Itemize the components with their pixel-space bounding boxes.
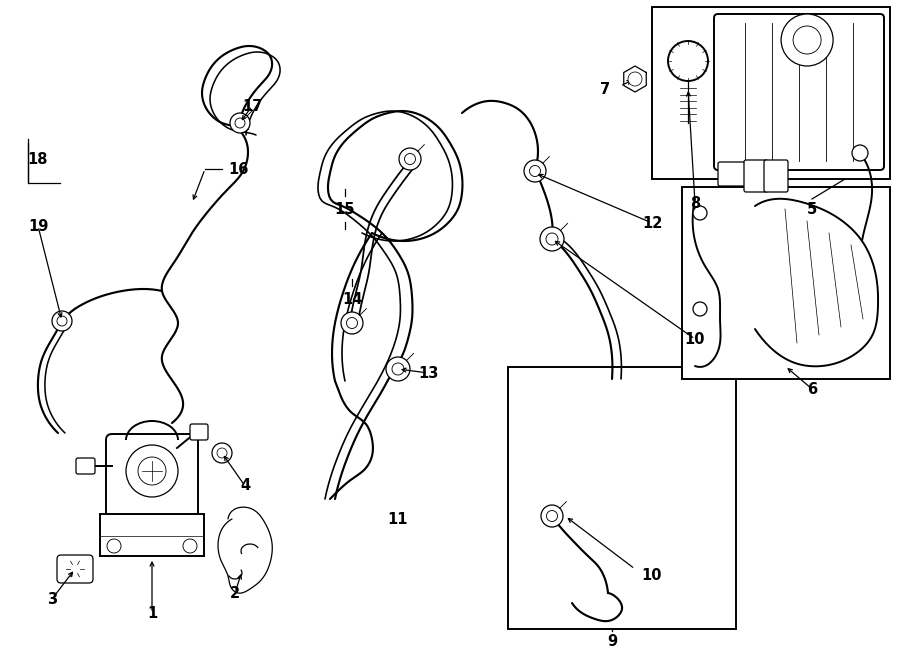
Circle shape [183, 539, 197, 553]
Circle shape [668, 41, 708, 81]
FancyBboxPatch shape [190, 424, 208, 440]
Circle shape [693, 206, 707, 220]
FancyBboxPatch shape [106, 434, 198, 524]
Bar [682, 187, 890, 379]
Text: 2: 2 [230, 586, 240, 600]
Circle shape [529, 165, 541, 176]
Circle shape [628, 72, 642, 86]
Text: 4: 4 [240, 479, 250, 494]
Text: 1: 1 [147, 605, 158, 621]
Text: 14: 14 [342, 292, 362, 307]
Text: 8: 8 [690, 196, 700, 210]
Circle shape [399, 148, 421, 170]
Text: 10: 10 [685, 332, 706, 346]
Circle shape [793, 26, 821, 54]
Circle shape [235, 118, 245, 128]
Circle shape [107, 539, 121, 553]
Text: 12: 12 [642, 215, 662, 231]
Circle shape [386, 357, 410, 381]
FancyBboxPatch shape [76, 458, 95, 474]
Circle shape [52, 311, 72, 331]
Circle shape [230, 113, 250, 133]
Circle shape [126, 445, 178, 497]
Circle shape [546, 510, 557, 522]
Circle shape [524, 160, 546, 182]
Circle shape [346, 317, 357, 329]
FancyBboxPatch shape [714, 14, 884, 170]
Text: 7: 7 [600, 81, 610, 97]
Text: 5: 5 [807, 202, 817, 217]
Bar [652, 7, 890, 179]
Circle shape [138, 457, 166, 485]
Bar [508, 367, 736, 629]
Text: 16: 16 [228, 161, 248, 176]
Bar [100, 514, 204, 556]
Circle shape [212, 443, 232, 463]
FancyBboxPatch shape [57, 555, 93, 583]
Circle shape [852, 145, 868, 161]
Text: 10: 10 [642, 568, 662, 584]
Circle shape [540, 227, 564, 251]
Text: 18: 18 [28, 151, 49, 167]
Circle shape [404, 153, 416, 165]
FancyBboxPatch shape [744, 160, 768, 192]
FancyBboxPatch shape [764, 160, 788, 192]
Text: 9: 9 [607, 633, 617, 648]
Text: 19: 19 [28, 219, 49, 233]
Text: 11: 11 [388, 512, 409, 527]
Circle shape [392, 363, 404, 375]
Circle shape [341, 312, 363, 334]
Circle shape [781, 14, 833, 66]
Circle shape [546, 233, 558, 245]
Circle shape [693, 302, 707, 316]
Text: 13: 13 [418, 366, 438, 381]
Text: 17: 17 [242, 98, 262, 114]
FancyBboxPatch shape [718, 162, 750, 186]
Text: 3: 3 [47, 592, 57, 607]
Circle shape [541, 505, 563, 527]
Circle shape [57, 316, 67, 326]
Circle shape [217, 448, 227, 458]
Text: 6: 6 [807, 381, 817, 397]
Text: 15: 15 [335, 202, 356, 217]
